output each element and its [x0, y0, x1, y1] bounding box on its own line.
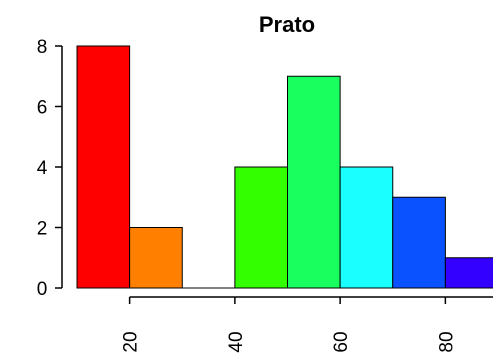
x-axis: 20 40 60 80	[121, 296, 493, 353]
x-tick-label: 40	[226, 331, 247, 352]
bar-6	[392, 196, 446, 289]
y-tick-label: 4	[37, 158, 48, 179]
chart-title: Prato	[259, 12, 315, 37]
bar-4	[287, 75, 341, 289]
bar-0	[76, 45, 131, 289]
x-tick-label: 60	[331, 331, 352, 352]
x-tick-label: 20	[121, 331, 142, 352]
y-tick-label: 6	[37, 98, 48, 119]
bar-3	[234, 166, 288, 289]
y-axis: 0 2 4 6 8	[37, 37, 63, 300]
y-tick-label: 2	[37, 219, 48, 240]
bars-group	[76, 45, 493, 289]
y-tick-label: 8	[37, 37, 48, 58]
y-tick-label: 0	[37, 279, 48, 300]
bar-7	[444, 257, 493, 289]
bar-5	[339, 166, 394, 289]
bar-1	[129, 227, 183, 289]
x-tick-label: 80	[436, 331, 457, 352]
